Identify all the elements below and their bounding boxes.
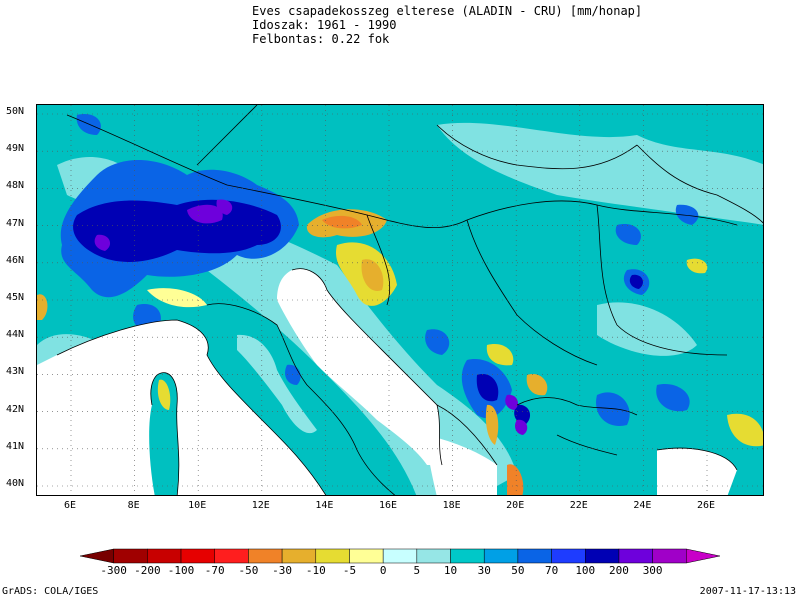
- colorbar: [80, 548, 720, 564]
- precipitation-map: [36, 104, 764, 496]
- lat-label-42N: 42N: [6, 403, 25, 415]
- lat-label-40N: 40N: [6, 478, 25, 489]
- lat-label-43N: 43N: [6, 366, 25, 378]
- colorbar-swatch: [618, 548, 653, 564]
- colorbar-label: 10: [443, 564, 458, 577]
- colorbar-label: 50: [511, 564, 525, 577]
- colorbar-swatch: [214, 548, 249, 564]
- colorbar-swatch: [147, 548, 182, 564]
- colorbar-swatch: [585, 548, 620, 564]
- colorbar-label: -70: [204, 564, 225, 577]
- colorbar-swatch: [248, 548, 283, 564]
- colorbar-swatch: [281, 548, 317, 564]
- corsica-sardinia: [149, 372, 179, 495]
- colorbar-label: 0: [379, 564, 387, 577]
- sea-areas: [37, 268, 737, 495]
- lon-label-18E: 18E: [442, 500, 461, 511]
- purple-zones: [94, 199, 528, 435]
- lon-label-16E: 16E: [378, 500, 398, 511]
- colorbar-label: -100: [167, 564, 195, 577]
- colorbar-swatch: [517, 548, 552, 564]
- corsica-dry: [157, 379, 171, 410]
- lat-label-49N: 49N: [6, 143, 25, 155]
- colorbar-swatch: [686, 548, 720, 564]
- footer-timestamp: 2007-11-17-13:13: [699, 586, 796, 597]
- colorbar-label: 100: [575, 564, 596, 577]
- borders: [56, 105, 763, 495]
- title-line-1: Eves csapadekosszeg elterese (ALADIN - C…: [252, 4, 643, 18]
- colorbar-swatch: [382, 548, 418, 564]
- colorbar-swatch: [551, 548, 586, 564]
- lat-label-47N: 47N: [6, 217, 25, 229]
- colorbar-label: -50: [238, 564, 259, 577]
- colorbar-swatch: [349, 548, 384, 564]
- colorbar-label: 70: [544, 564, 559, 577]
- lat-label-48N: 48N: [6, 180, 25, 192]
- colorbar-swatch: [483, 548, 519, 564]
- colorbar-swatch: [450, 548, 485, 564]
- lon-label-14E: 14E: [315, 500, 334, 511]
- colorbar-label: -300: [100, 564, 127, 577]
- lon-label-12E: 12E: [251, 500, 270, 511]
- lon-label-20E: 20E: [506, 500, 525, 511]
- graticule: [37, 105, 763, 495]
- lat-label-50N: 50N: [6, 106, 25, 117]
- colorbar-swatch: [113, 548, 148, 564]
- colorbar-swatch: [80, 548, 114, 564]
- lat-label-44N: 44N: [6, 329, 25, 341]
- colorbar-label: -200: [134, 564, 161, 577]
- lon-label-22E: 22E: [569, 500, 588, 511]
- lon-label-26E: 26E: [696, 500, 716, 511]
- lon-label-8E: 8E: [127, 500, 140, 511]
- colorbar-label: 30: [477, 564, 491, 577]
- footer-credit: GrADS: COLA/IGES: [2, 586, 99, 597]
- colorbar-label: -30: [272, 564, 293, 577]
- colorbar-swatch: [416, 548, 451, 564]
- italy-light: [237, 334, 317, 434]
- title-line-3: Felbontas: 0.22 fok: [252, 32, 390, 46]
- colorbar-label: -10: [305, 564, 326, 577]
- map-canvas: [37, 105, 763, 495]
- colorbar-swatch: [315, 548, 350, 564]
- italy-blue: [285, 364, 301, 385]
- colorbar-label: -5: [342, 564, 357, 577]
- colorbar-swatch: [652, 548, 687, 564]
- colorbar-label: 5: [413, 564, 421, 577]
- lon-label-10E: 10E: [188, 500, 207, 511]
- title-line-2: Idoszak: 1961 - 1990: [252, 18, 397, 32]
- lat-label-41N: 41N: [6, 440, 25, 452]
- dry-zones: [37, 209, 763, 495]
- lon-label-24E: 24E: [633, 500, 652, 511]
- lon-label-6E: 6E: [63, 500, 77, 511]
- colorbar-label: 300: [642, 564, 663, 577]
- colorbar-label: 200: [609, 564, 629, 577]
- colorbar-swatch: [180, 548, 215, 564]
- lat-label-46N: 46N: [6, 254, 25, 266]
- lat-label-45N: 45N: [6, 292, 25, 303]
